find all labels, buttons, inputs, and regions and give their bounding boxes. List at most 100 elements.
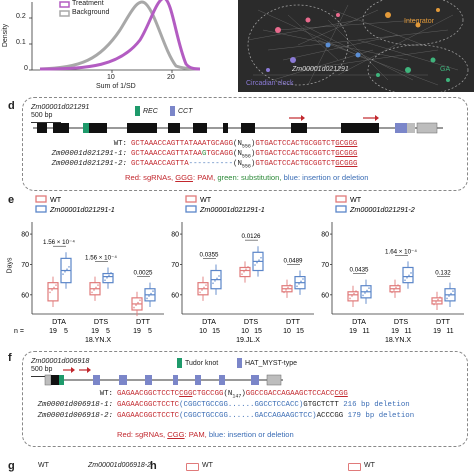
tudor-legend-swatch xyxy=(177,358,182,368)
x-tick-10: 10 xyxy=(107,74,115,81)
panel-f-letter: f xyxy=(8,352,12,364)
seq-segment: GCTAAACCAGTTATAAATGCAGG xyxy=(131,140,234,148)
data-point xyxy=(214,279,216,282)
network-panel: Integrator Zm00001d021291 Circadian cloc… xyxy=(238,0,474,92)
data-point xyxy=(368,287,370,290)
n-mut: 11 xyxy=(362,328,369,335)
circadian-label: Circadian clock xyxy=(246,80,294,87)
box xyxy=(47,282,59,302)
seq-segment: (CGGCTGCCGG......GACCAGAAGCTCC) xyxy=(179,412,317,420)
panel-g-item-wt: WT xyxy=(38,462,49,469)
data-point xyxy=(139,299,141,302)
legend-mut-swatch xyxy=(35,205,47,213)
data-point xyxy=(53,286,55,289)
data-point xyxy=(133,306,135,309)
n-wt: 19 xyxy=(349,328,357,335)
n-wt: 10 xyxy=(199,328,207,335)
seq-segment: (N xyxy=(233,160,242,168)
env-label: 19.JL.X xyxy=(236,337,260,344)
panel-g-item-mut: Zm00001d006918-2 xyxy=(88,462,152,469)
x-category-label: DTA xyxy=(52,317,66,326)
integrator-label: Integrator xyxy=(404,18,434,25)
rec-domain-legend-swatch xyxy=(135,106,140,116)
seq-segment: 556 xyxy=(241,143,251,150)
panel-h-item-1: WT xyxy=(202,462,213,469)
data-point xyxy=(439,296,441,299)
data-point xyxy=(135,304,137,307)
seq-segment: 216 bp deletion xyxy=(338,401,410,409)
seq-row-mut2-f: Zm00001d006918-2: xyxy=(37,412,113,420)
data-point xyxy=(433,303,435,306)
seq-mut1-f: GAGAACGGCTCCTC(CGGCTGCCGG......GGCCTCCAC… xyxy=(117,401,410,409)
data-point xyxy=(146,297,148,300)
seq-segment: ) xyxy=(250,160,256,168)
seq-segment: (N xyxy=(223,390,233,398)
data-point xyxy=(243,270,245,273)
seq-segment: GTGCTCTT xyxy=(303,401,339,409)
seq-segment: GCGGG xyxy=(335,140,358,148)
legend-note-d: Red: sgRNAs, GGG: PAM, green: substituti… xyxy=(125,173,368,182)
note-d-a: Red: sgRNAs, xyxy=(125,173,176,182)
panel-g-letter: g xyxy=(8,460,15,472)
data-point xyxy=(296,285,298,288)
data-point xyxy=(289,284,291,286)
data-point xyxy=(55,284,57,286)
n-prefix: n = xyxy=(14,328,24,335)
data-point xyxy=(362,294,364,297)
legend-mut-label: Zm00001d021291-1 xyxy=(199,205,265,214)
legend-mut-swatch xyxy=(335,205,347,213)
data-point xyxy=(366,289,368,292)
note-f-b: CGG xyxy=(167,430,185,439)
data-point xyxy=(395,286,397,289)
data-point xyxy=(364,292,366,294)
data-point xyxy=(216,277,218,280)
density-chart xyxy=(29,0,201,73)
data-point xyxy=(106,276,108,279)
seq-segment: 179 bp deletion xyxy=(343,412,415,420)
box xyxy=(347,291,359,302)
data-point xyxy=(397,284,399,286)
data-point xyxy=(254,264,256,266)
seq-segment: GCGGG xyxy=(335,150,358,158)
panel-h-legend-wt-2 xyxy=(348,463,361,471)
data-point xyxy=(300,280,302,283)
p-value: 1.64 × 10⁻⁴ xyxy=(385,248,417,255)
legend-mut-label: Zm00001d021291-2 xyxy=(349,205,415,214)
background-density-curve xyxy=(39,0,201,71)
data-point xyxy=(201,289,203,291)
x-category-label: DTS xyxy=(244,317,259,326)
network-nodes xyxy=(266,8,450,82)
data-point xyxy=(448,295,450,297)
panel-d-box: Zm00001d021291 500 bp REC CCT WT: GCTAAA… xyxy=(22,97,468,191)
y-tick-label: 70 xyxy=(321,262,329,269)
legend-wt-label: WT xyxy=(350,195,362,204)
data-point xyxy=(285,289,287,291)
seq-segment: (N xyxy=(233,140,242,148)
data-point xyxy=(452,290,454,293)
data-point xyxy=(406,276,408,279)
data-point xyxy=(205,284,207,286)
n-mut: 11 xyxy=(404,328,411,335)
n-mut: 5 xyxy=(148,328,152,335)
n-mut: 5 xyxy=(106,328,110,335)
box xyxy=(402,266,414,284)
data-point xyxy=(404,279,406,282)
panel-h-item-2: WT xyxy=(364,462,375,469)
n-wt: 19 xyxy=(133,328,141,335)
panel-f-box: Zm00001d006918 500 bp Tudor knot HAT_MYS… xyxy=(22,351,468,447)
data-point xyxy=(150,292,152,295)
seq-segment: GCTAAACCAGTTATAA xyxy=(131,150,202,158)
n-wt: 19 xyxy=(433,328,441,335)
legend-mut-label: Zm00001d021291-1 xyxy=(49,205,115,214)
p-value: 0.0355 xyxy=(200,251,219,258)
y-tick-label: 60 xyxy=(171,292,179,299)
x-category-label: DTS xyxy=(94,317,109,326)
rec-domain-label: REC xyxy=(143,108,158,115)
data-point xyxy=(66,268,68,271)
p-value: 0.132 xyxy=(435,270,451,277)
x-category-label: DTT xyxy=(136,317,151,326)
data-point xyxy=(349,297,351,300)
data-point xyxy=(137,301,139,304)
data-point xyxy=(49,291,51,294)
